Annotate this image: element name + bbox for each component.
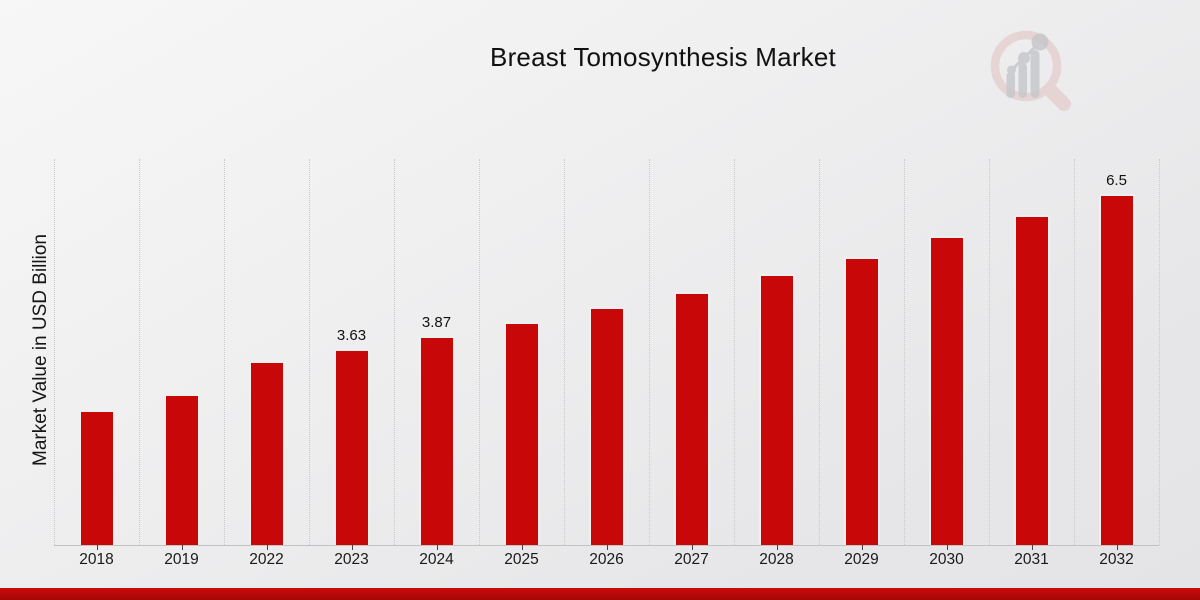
x-tick-label-2024: 2024 <box>419 551 454 568</box>
gridline <box>1159 159 1160 545</box>
bar-2027 <box>674 292 710 545</box>
bar-2028 <box>759 274 795 545</box>
x-axis-tick <box>437 545 438 550</box>
gridline <box>1074 159 1075 545</box>
bar-2024 <box>419 336 455 545</box>
x-tick-label-2029: 2029 <box>844 551 879 568</box>
bar-2022 <box>249 361 285 545</box>
gridline <box>224 159 225 545</box>
gridline <box>479 159 480 545</box>
bar-value-label-2023: 3.63 <box>336 327 367 344</box>
bar-2025 <box>504 322 540 545</box>
x-axis-tick <box>947 545 948 550</box>
gridline <box>394 159 395 545</box>
x-tick-label-2019: 2019 <box>164 551 199 568</box>
x-axis-tick <box>862 545 863 550</box>
bar-value-label-2024: 3.87 <box>421 314 452 331</box>
x-tick-label-2025: 2025 <box>504 551 539 568</box>
x-tick-label-2032: 2032 <box>1099 551 1134 568</box>
x-axis-tick <box>352 545 353 550</box>
x-axis-tick <box>1032 545 1033 550</box>
bar-2030 <box>929 236 965 545</box>
bar-2029 <box>844 257 880 545</box>
x-tick-label-2030: 2030 <box>929 551 964 568</box>
x-axis-tick <box>1117 545 1118 550</box>
gridline <box>139 159 140 545</box>
x-axis-tick <box>692 545 693 550</box>
chart-title: Breast Tomosynthesis Market <box>490 42 836 72</box>
gridline <box>734 159 735 545</box>
x-axis-tick <box>607 545 608 550</box>
footer-strip <box>0 588 1200 600</box>
magnifier-barchart-logo-icon <box>990 30 1071 111</box>
gridline <box>54 159 55 545</box>
gridline <box>649 159 650 545</box>
x-axis-tick <box>267 545 268 550</box>
bar-2023 <box>334 349 370 545</box>
x-axis-labels: 2018 2019 2022 2023 2024 2025 2026 2027 2028 2029… <box>54 551 1159 575</box>
x-tick-label-2031: 2031 <box>1014 551 1049 568</box>
y-axis-label: Market Value in USD Billion <box>30 234 51 466</box>
bar-2032 <box>1099 194 1135 545</box>
bar-2018 <box>79 410 115 545</box>
gridline <box>989 159 990 545</box>
x-axis-tick <box>97 545 98 550</box>
gridline <box>564 159 565 545</box>
x-axis-tick <box>777 545 778 550</box>
x-axis-tick <box>522 545 523 550</box>
x-tick-label-2022: 2022 <box>249 551 284 568</box>
x-tick-label-2018: 2018 <box>79 551 114 568</box>
x-tick-label-2028: 2028 <box>759 551 794 568</box>
x-tick-label-2023: 2023 <box>334 551 369 568</box>
gridline <box>819 159 820 545</box>
x-tick-label-2026: 2026 <box>589 551 624 568</box>
bar-2026 <box>589 307 625 545</box>
bar-2031 <box>1014 215 1050 545</box>
bar-2019 <box>164 394 200 545</box>
bar-value-label-2032: 6.5 <box>1106 172 1127 189</box>
gridline <box>309 159 310 545</box>
x-tick-label-2027: 2027 <box>674 551 709 568</box>
x-axis-tick <box>182 545 183 550</box>
plot-area: 3.63 3.87 6.5 <box>54 159 1160 550</box>
gridline <box>904 159 905 545</box>
